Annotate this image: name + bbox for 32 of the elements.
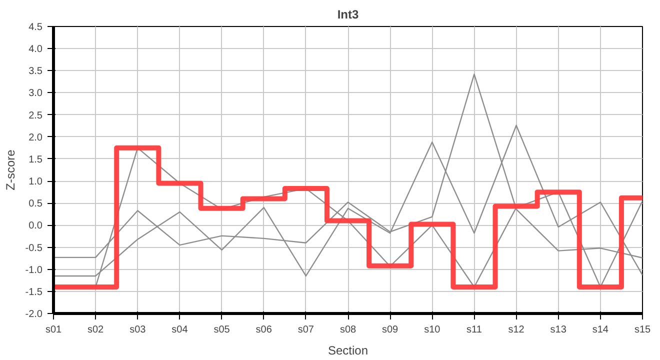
y-tick-label: -0.5 bbox=[25, 242, 43, 254]
y-tick-label: -2.0 bbox=[25, 309, 43, 320]
x-tick-label: s04 bbox=[172, 324, 188, 336]
y-tick-label: 0.0 bbox=[28, 220, 43, 232]
x-tick-label: s12 bbox=[508, 324, 525, 336]
x-tick-label: s11 bbox=[466, 324, 482, 336]
y-tick-label: 2.0 bbox=[28, 132, 43, 144]
x-tick-label: s06 bbox=[256, 324, 272, 336]
y-tick-label: 2.5 bbox=[28, 110, 43, 122]
x-tick-label: s09 bbox=[382, 324, 399, 336]
x-axis-title: Section bbox=[328, 344, 368, 358]
x-tick-label: s02 bbox=[88, 324, 104, 336]
x-tick-label: s05 bbox=[214, 324, 230, 336]
x-tick-label: s03 bbox=[130, 324, 146, 336]
x-tick-label: s13 bbox=[550, 324, 567, 336]
y-tick-label: 3.5 bbox=[28, 66, 43, 78]
y-axis-title: Z-score bbox=[3, 149, 18, 190]
y-tick-label: 1.5 bbox=[28, 154, 43, 166]
y-tick-label: 0.5 bbox=[28, 198, 43, 210]
x-tick-label: s14 bbox=[592, 324, 609, 336]
x-tick-label: s07 bbox=[298, 324, 314, 336]
x-tick-label: s08 bbox=[340, 324, 356, 336]
y-tick-label: -1.5 bbox=[25, 286, 43, 298]
y-tick-label: 4.0 bbox=[28, 44, 43, 56]
chart-title: Int3 bbox=[337, 8, 359, 22]
x-tick-label: s10 bbox=[424, 324, 441, 336]
y-tick-label: 4.5 bbox=[28, 22, 43, 33]
y-tick-label: 1.0 bbox=[28, 176, 43, 188]
x-tick-label: s15 bbox=[634, 324, 651, 336]
y-tick-label: -1.0 bbox=[25, 264, 43, 276]
y-tick-label: 3.0 bbox=[28, 88, 43, 100]
x-tick-label: s01 bbox=[45, 324, 62, 336]
